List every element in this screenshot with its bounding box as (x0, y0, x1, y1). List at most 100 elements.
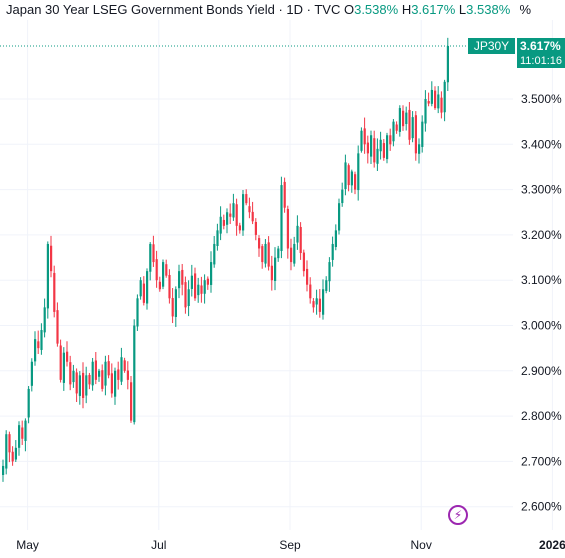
candle-body (178, 271, 181, 289)
candle-body (405, 112, 408, 125)
candle-body (437, 94, 440, 109)
candle-body (94, 360, 97, 380)
candle-body (402, 110, 405, 127)
candle-body (158, 281, 161, 290)
candle-body (421, 121, 424, 147)
candle-body (302, 252, 305, 272)
candle-body (254, 221, 257, 235)
y-tick-label: 3.400% (521, 137, 562, 151)
symbol-title[interactable]: Japan 30 Year LSEG Government Bonds Yiel… (6, 2, 341, 17)
y-tick-label: 3.200% (521, 228, 562, 242)
candle-body (11, 451, 14, 462)
candle-body (322, 289, 325, 315)
candle-body (392, 121, 395, 142)
candle-body (443, 81, 446, 113)
candle-body (168, 274, 171, 299)
candle-body (213, 243, 216, 265)
candle-body (69, 362, 72, 385)
candle-body (309, 284, 312, 299)
candle-body (280, 185, 283, 251)
low-value: 3.538% (466, 2, 511, 17)
candle-body (331, 243, 334, 260)
candle-body (190, 275, 193, 289)
candle-body (248, 206, 251, 213)
candle-body (40, 330, 43, 350)
candle-body (229, 213, 232, 217)
candle-body (226, 212, 229, 225)
candle-body (293, 243, 296, 264)
candle-body (200, 285, 203, 294)
candle-body (184, 282, 187, 308)
candle-body (446, 46, 449, 83)
candle-body (251, 211, 254, 222)
candle-body (373, 138, 376, 163)
candle-body (354, 174, 357, 190)
candle-body (440, 97, 443, 113)
candle-body (261, 246, 264, 263)
candle-body (72, 370, 75, 383)
candle-body (427, 101, 430, 104)
candle-body (222, 219, 225, 226)
x-tick-label: Sep (279, 538, 301, 552)
high-value: 3.617% (411, 2, 456, 17)
y-tick-label: 3.500% (521, 92, 562, 106)
candle-body (210, 262, 213, 285)
candle-body (162, 262, 165, 287)
candle-body (126, 370, 129, 380)
candle-body (376, 148, 379, 164)
lightning-icon[interactable]: ⚡ (448, 505, 468, 525)
candle-body (242, 194, 245, 231)
candle-body (50, 245, 53, 272)
candle-body (325, 280, 328, 291)
candle-body (101, 370, 104, 389)
price-tag-time: 11:01:16 (517, 54, 565, 68)
candle-body (344, 162, 347, 190)
candle-body (277, 248, 280, 259)
candle-body (27, 388, 30, 418)
candle-body (270, 265, 273, 281)
x-tick-label: May (16, 538, 39, 552)
low-label: L (458, 2, 467, 17)
candle-body (66, 351, 69, 362)
candle-body (395, 124, 398, 131)
y-tick-label: 2.600% (521, 500, 562, 514)
candle-body (165, 264, 168, 276)
open-label: O (343, 2, 355, 17)
candle-body (43, 307, 46, 333)
candle-body (174, 289, 177, 317)
x-tick-label: Nov (411, 538, 432, 552)
candle-body (203, 280, 206, 294)
candle-body (386, 135, 389, 160)
candle-body (299, 226, 302, 254)
candle-body (370, 135, 373, 157)
candle-body (219, 216, 222, 234)
candle-body (360, 130, 363, 151)
candle-body (382, 143, 385, 158)
candle-body (194, 273, 197, 299)
candle-body (357, 153, 360, 191)
candle-body (85, 375, 88, 396)
y-tick-label: 2.900% (521, 364, 562, 378)
candle-body (306, 268, 309, 285)
open-value: 3.538% (354, 2, 399, 17)
candle-body (424, 99, 427, 124)
candle-body (197, 284, 200, 296)
y-tick-label: 3.300% (521, 183, 562, 197)
last-price-tag: JP30Y 3.617% 11:01:16 (468, 38, 565, 68)
candle-body (139, 280, 142, 297)
candle-body (318, 298, 321, 312)
candle-body (24, 420, 27, 441)
candle-body (114, 370, 117, 397)
candle-body (338, 203, 341, 231)
candle-body (142, 283, 145, 303)
candle-body (133, 325, 136, 423)
candle-body (88, 374, 91, 385)
candle-body (414, 115, 417, 154)
candle-body (235, 204, 238, 226)
candle-body (258, 238, 261, 249)
candle-body (117, 369, 120, 380)
candle-body (389, 135, 392, 145)
candle-body (350, 171, 353, 186)
candle-body (290, 247, 293, 263)
